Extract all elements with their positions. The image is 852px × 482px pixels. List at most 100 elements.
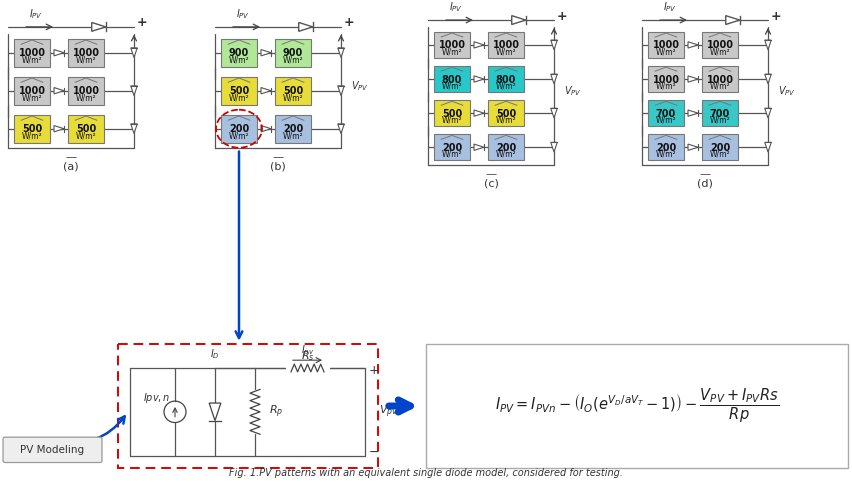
Bar (702, 134, 738, 161)
Polygon shape (512, 15, 526, 25)
Polygon shape (765, 108, 771, 118)
Text: $Ipv,n$: $Ipv,n$ (143, 391, 170, 405)
Bar (14, 77, 50, 105)
Text: 500: 500 (283, 86, 303, 96)
Text: 200: 200 (496, 143, 516, 153)
Text: W/m²: W/m² (228, 132, 250, 141)
Polygon shape (726, 15, 740, 25)
Text: 1000: 1000 (439, 40, 465, 51)
Polygon shape (474, 144, 484, 150)
Text: 200: 200 (283, 124, 303, 134)
Bar (434, 100, 470, 126)
Bar (221, 115, 257, 143)
Text: W/m²: W/m² (228, 94, 250, 103)
Bar (221, 39, 257, 67)
Text: W/m²: W/m² (710, 116, 730, 124)
Text: $R_p$: $R_p$ (269, 403, 284, 420)
Text: (d): (d) (697, 179, 713, 189)
Bar (275, 39, 311, 67)
Text: —: — (273, 152, 284, 161)
Bar (434, 66, 470, 92)
Bar (68, 115, 104, 143)
Text: W/m²: W/m² (21, 94, 43, 103)
Polygon shape (474, 42, 484, 48)
Polygon shape (209, 403, 221, 421)
Polygon shape (337, 124, 344, 134)
Text: $V_{PV}$: $V_{PV}$ (564, 84, 582, 98)
Text: W/m²: W/m² (76, 132, 96, 141)
Text: W/m²: W/m² (283, 55, 303, 65)
Polygon shape (337, 48, 344, 57)
Polygon shape (54, 50, 64, 56)
Bar (434, 134, 470, 161)
Text: Fig. 1.PV patterns with an equivalent single diode model, considered for testing: Fig. 1.PV patterns with an equivalent si… (229, 468, 623, 478)
Text: $I_{PV}$: $I_{PV}$ (663, 0, 676, 14)
Polygon shape (474, 76, 484, 82)
Text: $I_{PV}$: $I_{PV}$ (449, 0, 463, 14)
Text: W/m²: W/m² (496, 81, 516, 90)
Text: W/m²: W/m² (656, 47, 676, 56)
Text: $V_{PV}$: $V_{PV}$ (778, 84, 796, 98)
Text: $I_D$: $I_D$ (210, 348, 220, 361)
Polygon shape (688, 42, 698, 48)
Bar (648, 32, 684, 58)
Text: 1000: 1000 (653, 75, 680, 84)
Text: W/m²: W/m² (656, 149, 676, 159)
Text: 200: 200 (710, 143, 730, 153)
Text: 500: 500 (229, 86, 249, 96)
Text: W/m²: W/m² (710, 81, 730, 90)
Text: —: — (699, 169, 711, 179)
Text: $I_{PV}$: $I_{PV}$ (29, 7, 43, 21)
Polygon shape (688, 144, 698, 150)
Text: 900: 900 (283, 48, 303, 58)
Bar (702, 32, 738, 58)
Bar (648, 100, 684, 126)
Text: +: + (344, 16, 354, 29)
Text: (a): (a) (63, 161, 79, 172)
Text: +: + (771, 10, 781, 23)
Text: W/m²: W/m² (656, 81, 676, 90)
Polygon shape (765, 40, 771, 50)
Text: $I_{PV}$: $I_{PV}$ (236, 7, 250, 21)
Polygon shape (54, 125, 64, 132)
Bar (14, 115, 50, 143)
Polygon shape (92, 23, 106, 31)
Text: 1000: 1000 (72, 48, 100, 58)
Text: −: − (369, 446, 379, 459)
Text: 200: 200 (442, 143, 462, 153)
Text: W/m²: W/m² (441, 47, 463, 56)
Text: W/m²: W/m² (21, 132, 43, 141)
Polygon shape (550, 40, 557, 50)
Bar (488, 66, 524, 92)
Bar (488, 134, 524, 161)
Bar (221, 77, 257, 105)
Polygon shape (765, 74, 771, 84)
Text: $R_s$: $R_s$ (301, 349, 314, 363)
Polygon shape (261, 125, 271, 132)
Polygon shape (550, 108, 557, 118)
Polygon shape (130, 124, 137, 134)
Text: +: + (137, 16, 147, 29)
Polygon shape (550, 74, 557, 84)
Text: W/m²: W/m² (656, 116, 676, 124)
Text: 500: 500 (442, 108, 462, 119)
Bar (648, 134, 684, 161)
Text: PV Modeling: PV Modeling (20, 445, 84, 455)
Text: W/m²: W/m² (441, 116, 463, 124)
FancyBboxPatch shape (118, 344, 378, 469)
Polygon shape (337, 86, 344, 95)
Text: 500: 500 (496, 108, 516, 119)
Text: 1000: 1000 (492, 40, 520, 51)
Bar (702, 66, 738, 92)
Polygon shape (130, 86, 137, 95)
Text: W/m²: W/m² (496, 116, 516, 124)
Bar (648, 66, 684, 92)
Text: 800: 800 (442, 75, 462, 84)
Text: 700: 700 (710, 108, 730, 119)
Text: W/m²: W/m² (441, 149, 463, 159)
Text: W/m²: W/m² (441, 81, 463, 90)
Text: $I_{PV} = I_{PVn} - \left(I_O(e^{V_D/aV_T} - 1)\right) - \dfrac{V_{PV} + I_{PV}R: $I_{PV} = I_{PVn} - \left(I_O(e^{V_D/aV_… (495, 387, 779, 425)
Text: +: + (557, 10, 567, 23)
Bar (702, 100, 738, 126)
Text: 1000: 1000 (706, 40, 734, 51)
